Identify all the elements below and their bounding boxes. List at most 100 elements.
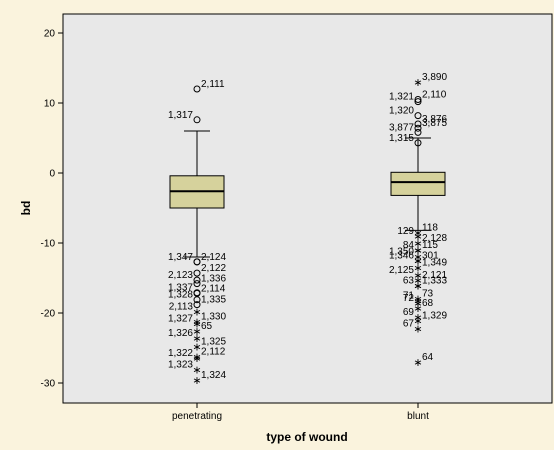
x-tick-label: penetrating <box>172 411 222 422</box>
outlier-label: 1,346 <box>389 251 414 262</box>
outlier-circle <box>414 112 422 120</box>
outlier-label: 2,113 <box>169 302 194 313</box>
outlier-star: ∗ <box>192 365 201 377</box>
outlier-label: 1,350 <box>389 246 414 257</box>
outlier-circle <box>193 269 201 277</box>
outlier-label: 2,112 <box>201 346 226 357</box>
box-group-penetrating: ∗∗∗∗∗∗∗∗∗∗ <box>169 85 225 387</box>
outlier-star: ∗ <box>192 307 201 319</box>
outlier-label: 2,110 <box>422 90 447 101</box>
outlier-label: 1,323 <box>168 360 193 371</box>
outlier-label: 1,330 <box>201 311 226 322</box>
outlier-star: ∗ <box>413 316 422 328</box>
outlier-star: ∗ <box>413 245 422 257</box>
outlier-label: 2,114 <box>201 283 226 294</box>
outlier-star: ∗ <box>413 357 422 369</box>
outlier-label: 64 <box>422 352 434 363</box>
outlier-label: 1,335 <box>201 295 226 306</box>
outlier-label: 67 <box>403 318 415 329</box>
outlier-star: ∗ <box>192 319 201 331</box>
outlier-label: 2,123 <box>168 270 193 281</box>
outlier-star: ∗ <box>413 281 422 293</box>
outlier-label: 63 <box>403 276 415 287</box>
outlier-label: 2,125 <box>389 265 414 276</box>
outlier-star: ∗ <box>192 351 201 363</box>
y-tick-label: -30 <box>41 379 56 390</box>
outlier-circle <box>414 98 422 106</box>
y-tick-label: 0 <box>49 169 55 180</box>
outlier-label: 129 <box>397 226 414 237</box>
outlier-label: 2,124 <box>201 252 226 263</box>
outlier-star: ∗ <box>413 281 422 293</box>
outlier-label: 1,337 <box>168 283 193 294</box>
outlier-labels: 2,111 1,317 2,124 1,347 2,122 2,123 1,336 1,337… <box>168 72 447 381</box>
outlier-label: 71 <box>403 290 415 301</box>
box-group-blunt: ∗∗∗∗∗∗∗∗∗∗∗∗∗∗∗∗∗∗∗∗∗∗ <box>390 77 446 369</box>
outlier-star: ∗ <box>413 256 422 268</box>
outlier-label: 1,322 <box>168 348 193 359</box>
outlier-circle <box>193 296 201 304</box>
outlier-star: ∗ <box>413 251 422 263</box>
outlier-star: ∗ <box>413 298 422 310</box>
outlier-label: 1,327 <box>168 314 193 325</box>
outlier-star: ∗ <box>413 245 422 257</box>
outlier-circle <box>193 280 201 288</box>
outlier-star: ∗ <box>413 293 422 305</box>
outlier-label: 72 <box>403 293 415 304</box>
outlier-label: 3,875 <box>422 118 447 129</box>
outlier-star: ∗ <box>192 375 201 387</box>
outlier-star: ∗ <box>192 316 201 328</box>
x-axis-title: type of wound <box>266 430 347 444</box>
outlier-circle <box>193 116 201 124</box>
outlier-star: ∗ <box>413 228 422 240</box>
outlier-label: 3,877 <box>389 122 414 133</box>
outlier-label: 1,324 <box>201 370 226 381</box>
outlier-label: 115 <box>422 240 438 251</box>
outlier-star: ∗ <box>413 303 422 315</box>
outlier-label: 1,349 <box>422 258 447 269</box>
outlier-star: ∗ <box>413 295 422 307</box>
outlier-label: 1,347 <box>168 252 193 263</box>
outlier-label: 1,336 <box>201 274 226 285</box>
outlier-star: ∗ <box>413 275 422 287</box>
y-axis-title: bd <box>19 201 33 216</box>
outlier-star: ∗ <box>413 312 422 324</box>
outlier-circle <box>414 96 422 103</box>
y-tick-label: -20 <box>41 309 56 320</box>
outlier-label: 2,122 <box>201 263 226 274</box>
outlier-star: ∗ <box>413 256 422 268</box>
box-layer: ∗∗∗∗∗∗∗∗∗∗penetrating∗∗∗∗∗∗∗∗∗∗∗∗∗∗∗∗∗∗∗… <box>169 77 446 422</box>
outlier-label: 1,320 <box>389 106 414 117</box>
y-tick-label: -10 <box>41 239 56 250</box>
outlier-label: 1,317 <box>168 110 193 121</box>
outlier-circle <box>193 301 201 309</box>
outlier-label: 1,315 <box>389 133 414 144</box>
y-tick-label: 20 <box>44 29 56 40</box>
outlier-circle <box>193 258 201 266</box>
outlier-label: 1,333 <box>422 276 447 287</box>
outlier-star: ∗ <box>413 231 422 243</box>
plot-area <box>62 13 553 404</box>
outlier-label: 2,111 <box>201 79 225 90</box>
outlier-star: ∗ <box>413 77 422 89</box>
outlier-label: 118 <box>422 223 438 234</box>
outlier-star: ∗ <box>413 270 422 282</box>
outlier-label: 2,121 <box>422 270 447 281</box>
outlier-label: 1,329 <box>422 311 447 322</box>
outlier-circle <box>193 276 201 284</box>
outlier-label: 84 <box>403 240 415 251</box>
outlier-label: 301 <box>422 251 439 262</box>
outlier-star: ∗ <box>192 326 201 338</box>
outlier-star: ∗ <box>413 323 422 335</box>
outlier-star: ∗ <box>192 342 201 354</box>
outlier-circle <box>414 128 422 136</box>
outlier-circle <box>414 120 422 128</box>
outlier-label: 1,328 <box>168 290 193 301</box>
outlier-label: 68 <box>422 298 434 309</box>
y-axis: 20 10 0 -10 -20 -30 <box>41 29 63 390</box>
outlier-star: ∗ <box>413 263 422 275</box>
outlier-label: 73 <box>422 288 434 299</box>
outlier-label: 1,325 <box>201 337 226 348</box>
outlier-label: 3,876 <box>422 114 447 125</box>
